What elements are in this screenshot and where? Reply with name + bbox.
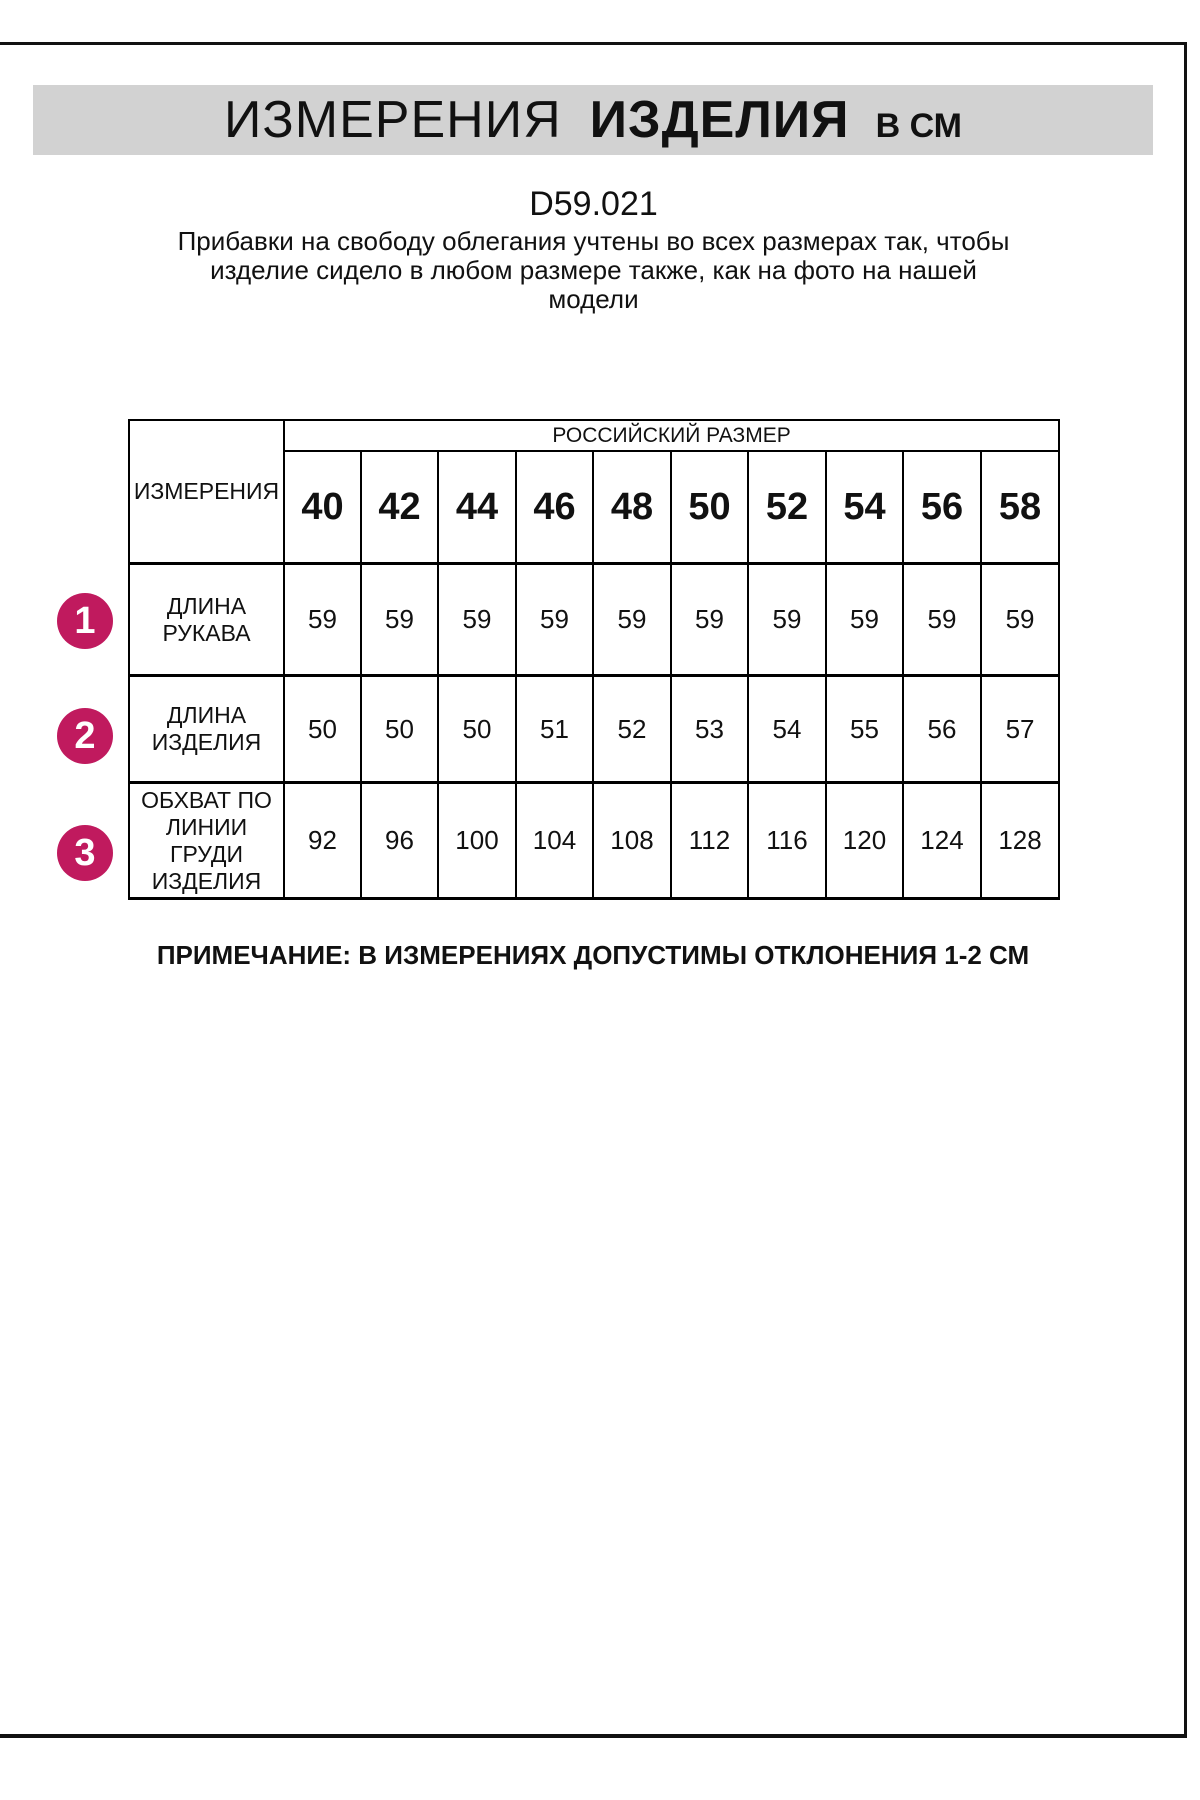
size-col-header: 40 (283, 450, 362, 565)
cell-value: 124 (902, 781, 982, 900)
cell-value: 50 (360, 674, 439, 784)
cell-value: 59 (670, 562, 749, 677)
cell-value: 57 (979, 674, 1061, 784)
table-row-product-length: ДЛИНА ИЗДЕЛИЯ 50 50 50 51 52 53 54 55 56… (128, 674, 1061, 784)
cell-value: 54 (747, 674, 827, 784)
size-col-header: 50 (670, 450, 749, 565)
table-row-sleeve-length: ДЛИНА РУКАВА 59 59 59 59 59 59 59 59 59 … (128, 562, 1061, 677)
cell-value: 59 (747, 562, 827, 677)
fit-description: Прибавки на свободу облегания учтены во … (0, 227, 1187, 314)
cell-value: 108 (592, 781, 672, 900)
size-col-header: 52 (747, 450, 827, 565)
cell-value: 55 (825, 674, 904, 784)
page-title-product: ИЗДЕЛИЯ (589, 91, 850, 149)
size-col-header: 48 (592, 450, 672, 565)
cell-value: 56 (902, 674, 982, 784)
row-marker-2: 2 (57, 708, 113, 764)
size-col-header: 42 (360, 450, 439, 565)
model-code: D59.021 (529, 185, 658, 223)
cell-value: 59 (515, 562, 594, 677)
corner-header: ИЗМЕРЕНИЯ (128, 419, 285, 565)
cell-value: 50 (283, 674, 362, 784)
cell-value: 100 (437, 781, 517, 900)
cell-value: 59 (825, 562, 904, 677)
size-col-header: 54 (825, 450, 904, 565)
cell-value: 53 (670, 674, 749, 784)
cell-value: 128 (979, 781, 1061, 900)
row-marker-1: 1 (57, 593, 113, 649)
page-title-measurements: ИЗМЕРЕНИЯ (224, 91, 562, 149)
cell-value: 59 (592, 562, 672, 677)
cell-value: 52 (592, 674, 672, 784)
size-numbers-row: 40 42 44 46 48 50 52 54 56 58 (129, 450, 1061, 565)
row-label: ДЛИНА РУКАВА (128, 562, 285, 677)
cell-value: 59 (902, 562, 982, 677)
russian-size-header: РОССИЙСКИЙ РАЗМЕР (282, 419, 1061, 452)
title-bar: ИЗМЕРЕНИЯ ИЗДЕЛИЯ В СМ (33, 85, 1153, 155)
cell-value: 51 (515, 674, 594, 784)
size-table: ИЗМЕРЕНИЯ РОССИЙСКИЙ РАЗМЕР 40 42 44 46 … (128, 419, 1061, 900)
table-row-chest-girth: ОБХВАТ ПО ЛИНИИ ГРУДИ ИЗДЕЛИЯ 92 96 100 … (128, 781, 1061, 900)
size-col-header: 46 (515, 450, 594, 565)
tolerance-note: ПРИМЕЧАНИЕ: В ИЗМЕРЕНИЯХ ДОПУСТИМЫ ОТКЛО… (156, 940, 1030, 970)
cell-value: 96 (360, 781, 439, 900)
cell-value: 50 (437, 674, 517, 784)
row-label: ОБХВАТ ПО ЛИНИИ ГРУДИ ИЗДЕЛИЯ (128, 781, 285, 900)
cell-value: 112 (670, 781, 749, 900)
fit-description-line: изделие сидело в любом размере также, ка… (210, 255, 977, 285)
page-border (0, 42, 1187, 1738)
cell-value: 59 (437, 562, 517, 677)
page-title-unit: В СМ (875, 107, 962, 145)
fit-description-line: Прибавки на свободу облегания учтены во … (177, 226, 1010, 256)
row-label: ДЛИНА ИЗДЕЛИЯ (128, 674, 285, 784)
cell-value: 120 (825, 781, 904, 900)
cell-value: 116 (747, 781, 827, 900)
size-col-header: 58 (979, 450, 1061, 565)
size-col-header: 56 (902, 450, 982, 565)
table-header-row: ИЗМЕРЕНИЯ РОССИЙСКИЙ РАЗМЕР (128, 419, 1061, 565)
cell-value: 59 (360, 562, 439, 677)
cell-value: 59 (283, 562, 362, 677)
cell-value: 104 (515, 781, 594, 900)
cell-value: 59 (979, 562, 1061, 677)
cell-value: 92 (283, 781, 362, 900)
fit-description-line: модели (548, 284, 639, 314)
row-marker-3: 3 (57, 825, 113, 881)
size-col-header: 44 (437, 450, 517, 565)
